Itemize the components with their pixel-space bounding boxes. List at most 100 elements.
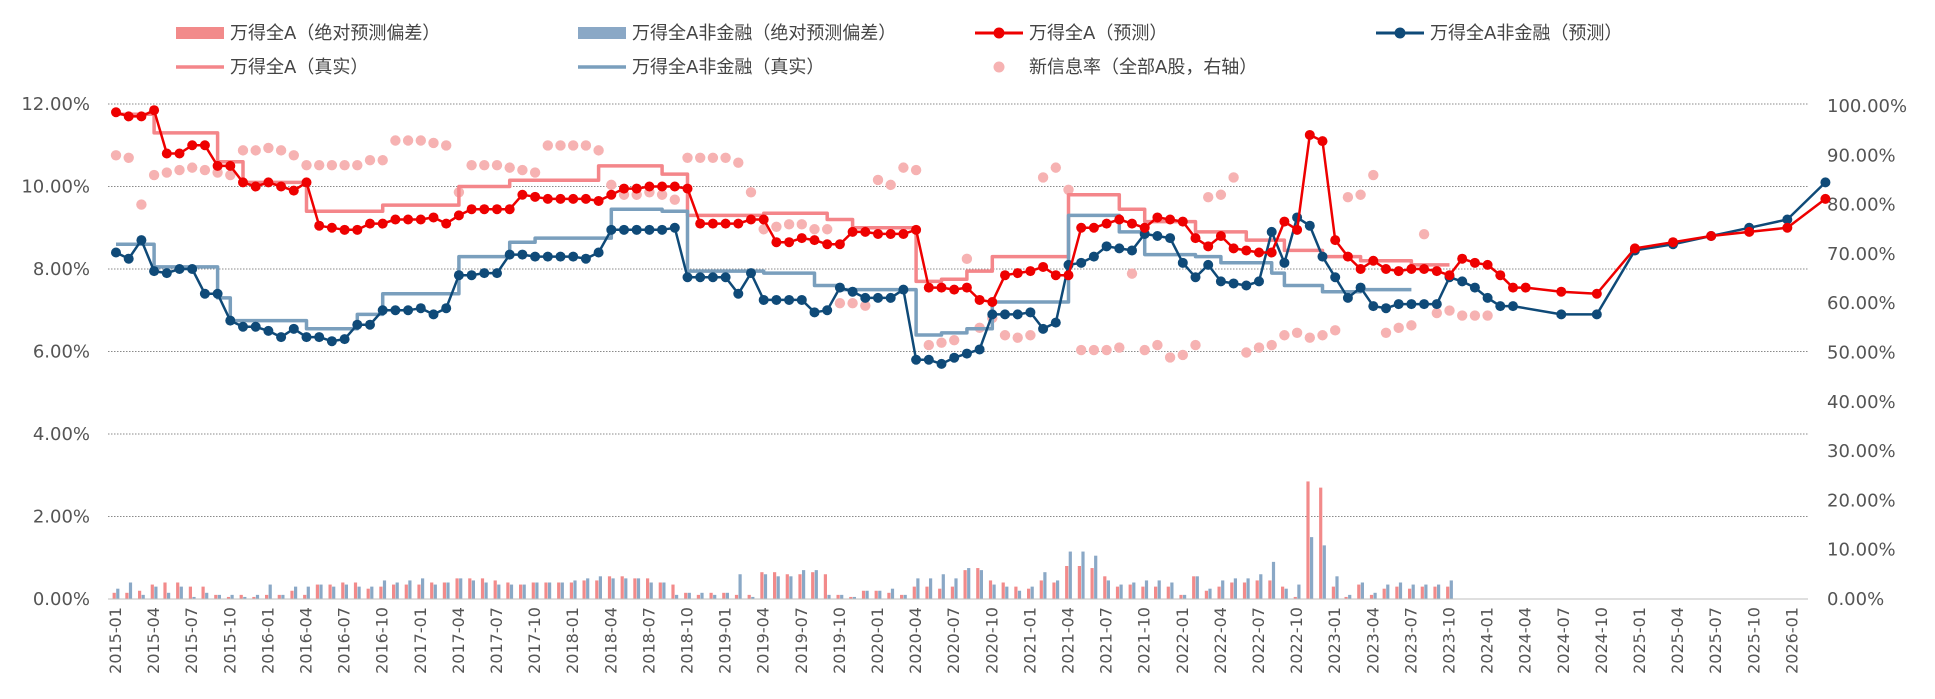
marker-quanA-forecast (1165, 214, 1176, 225)
marker-quanA-forecast (809, 235, 820, 246)
marker-quanA-forecast (415, 214, 426, 225)
marker-quanA-forecast (1591, 288, 1602, 299)
bar-quanA-deviation (1090, 568, 1094, 599)
marker-quanA-forecast (1431, 266, 1442, 277)
legend-label: 万得全A非金融（预测） (1430, 23, 1622, 44)
marker-nonfin-forecast (555, 251, 566, 262)
marker-nonfin-forecast (1279, 257, 1290, 268)
x-tick-label: 2019-10 (830, 607, 849, 674)
legend-label: 新信息率（全部A股，右轴） (1029, 57, 1257, 78)
x-tick-label: 2025-10 (1744, 607, 1763, 674)
bar-nonfin-deviation (878, 590, 882, 599)
bar-quanA-deviation (1420, 586, 1424, 599)
marker-nonfin-forecast (1177, 257, 1188, 268)
bar-nonfin-deviation (535, 582, 539, 599)
bar-quanA-deviation (1242, 582, 1247, 599)
marker-quanA-forecast (1114, 214, 1125, 225)
bar-quanA-deviation (493, 580, 497, 599)
marker-nonfin-forecast (1190, 272, 1201, 283)
marker-nonfin-forecast (1556, 309, 1567, 320)
marker-nonfin-forecast (758, 294, 769, 305)
info-rate-dot (352, 159, 363, 171)
marker-quanA-forecast (733, 218, 744, 229)
info-rate-dot (1215, 189, 1227, 200)
marker-nonfin-forecast (873, 292, 883, 303)
info-rate-dot (1330, 325, 1341, 336)
bar-nonfin-deviation (700, 592, 704, 599)
info-rate-dot (1076, 344, 1087, 356)
info-rate-dot (339, 159, 350, 171)
marker-quanA-forecast (174, 148, 185, 159)
marker-nonfin-forecast (911, 354, 922, 365)
info-rate-dot (161, 167, 172, 178)
info-rate-dot (1368, 169, 1379, 181)
bar-quanA-deviation (1141, 586, 1145, 599)
bar-quanA-deviation (1319, 487, 1323, 599)
marker-nonfin-forecast (1782, 214, 1793, 225)
marker-nonfin-forecast (720, 272, 731, 283)
marker-nonfin-forecast (1317, 251, 1328, 262)
x-tick-label: 2025-04 (1668, 607, 1687, 674)
bar-nonfin-deviation (268, 584, 272, 599)
bar-quanA-deviation (417, 584, 421, 599)
bar-nonfin-deviation (852, 596, 856, 599)
bar-quanA-deviation (1154, 586, 1158, 599)
bar-nonfin-deviation (802, 570, 806, 599)
x-tick-label: 2018-07 (639, 607, 658, 674)
info-rate-dot (1279, 330, 1290, 341)
marker-nonfin-forecast (1241, 280, 1252, 291)
marker-nonfin-forecast (834, 282, 845, 293)
marker-nonfin-forecast (504, 249, 515, 260)
right-tick-label: 70.00% (1827, 244, 1896, 265)
left-tick-label: 6.00% (33, 342, 90, 363)
chart-gridlines (108, 103, 1808, 517)
marker-quanA-forecast (1292, 224, 1303, 235)
bar-nonfin-deviation (1297, 584, 1301, 599)
left-y-axis: 0.00% 2.00% 4.00% 6.00% 8.00% 10.00% 12.00% (21, 94, 90, 610)
info-rate-dot (999, 330, 1011, 341)
legend-marker (1394, 27, 1406, 39)
marker-nonfin-forecast (1495, 301, 1506, 312)
bar-nonfin-deviation (751, 596, 755, 599)
bar-quanA-deviation (976, 568, 980, 599)
marker-quanA-forecast (898, 228, 909, 239)
bar-nonfin-deviation (1348, 594, 1352, 599)
marker-nonfin-forecast (314, 332, 325, 343)
marker-nonfin-forecast (390, 305, 401, 316)
bar-quanA-deviation (430, 582, 434, 599)
bar-nonfin-deviation (522, 584, 526, 599)
marker-nonfin-forecast (453, 270, 464, 281)
right-tick-label: 30.00% (1827, 441, 1896, 462)
bar-quanA-deviation (1103, 576, 1107, 599)
bar-nonfin-deviation (560, 582, 564, 599)
bar-nonfin-deviation (357, 586, 361, 599)
bar-quanA-deviation (379, 586, 383, 599)
x-tick-label: 2016-01 (258, 607, 277, 674)
marker-quanA-forecast (1279, 216, 1290, 227)
info-rate-dot (174, 164, 185, 176)
marker-quanA-forecast (1088, 222, 1099, 233)
marker-nonfin-forecast (250, 321, 261, 332)
bar-nonfin-deviation (1259, 574, 1263, 599)
bar-nonfin-deviation (1056, 580, 1060, 599)
x-tick-label: 2020-07 (944, 607, 963, 674)
x-tick-label: 2018-04 (601, 607, 620, 674)
info-rate-dot (656, 189, 668, 200)
x-tick-label: 2015-10 (220, 607, 239, 674)
marker-nonfin-forecast (466, 270, 477, 281)
info-rate-dot (326, 159, 338, 171)
left-tick-label: 4.00% (33, 424, 90, 445)
marker-quanA-forecast (1317, 136, 1328, 147)
x-tick-label: 2018-10 (678, 607, 697, 674)
marker-nonfin-forecast (1406, 299, 1417, 310)
marker-nonfin-forecast (707, 272, 718, 283)
marker-quanA-forecast (1241, 245, 1252, 256)
right-tick-label: 20.00% (1827, 490, 1896, 511)
bar-nonfin-deviation (1005, 586, 1009, 599)
bar-quanA-deviation (1433, 586, 1437, 599)
marker-nonfin-forecast (111, 247, 121, 258)
info-rate-dot (415, 135, 426, 146)
marker-nonfin-forecast (1012, 309, 1023, 320)
bar-quanA-deviation (1039, 580, 1043, 599)
